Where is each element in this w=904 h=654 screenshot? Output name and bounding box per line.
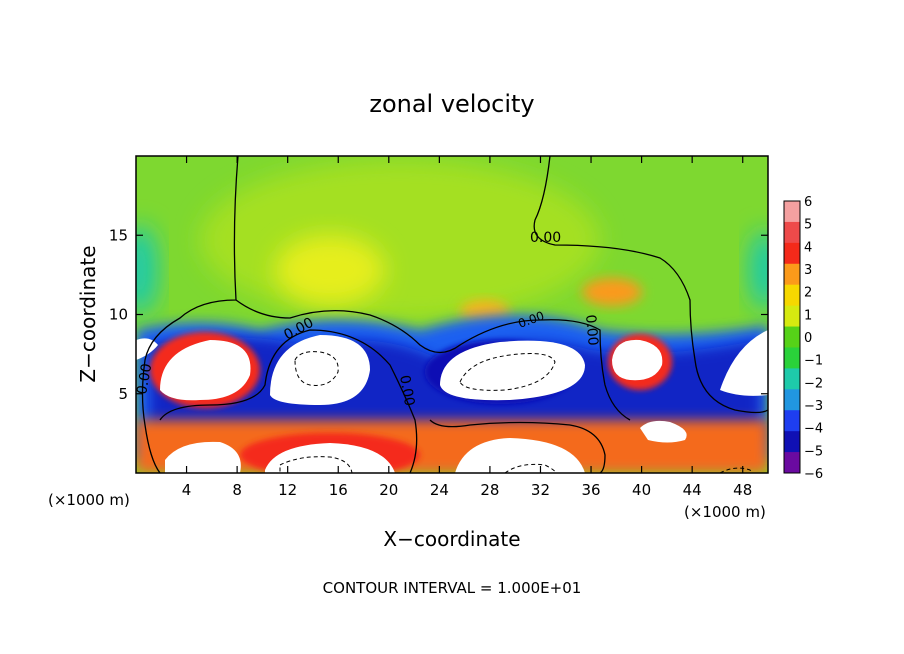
- colorbar-label: 2: [804, 286, 812, 301]
- field-white-core-left-edge: [136, 338, 158, 360]
- field-yellow-core: [275, 235, 385, 305]
- x-tick-label: 36: [581, 481, 600, 499]
- colorbar-swatch: [784, 431, 800, 453]
- contour-left-vertical: [141, 156, 239, 473]
- colorbar-label: 5: [804, 218, 812, 233]
- contour-label: 0.00: [396, 374, 417, 407]
- contour-label: 0.00: [530, 230, 561, 246]
- x-unit-right: (×1000 m): [684, 503, 766, 521]
- colorbar-swatch: [784, 201, 800, 223]
- contour-dashed-left: [294, 351, 339, 386]
- colorbar-swatch: [784, 242, 800, 265]
- field-white-core-left: [160, 340, 251, 401]
- colorbar-swatch: [784, 410, 800, 432]
- x-unit-left: (×1000 m): [48, 491, 130, 509]
- x-tick-label: 4: [182, 481, 192, 499]
- colorbar-label: −2: [804, 376, 823, 391]
- negative-contours: [279, 351, 753, 473]
- colorbar-frame: [783, 200, 801, 474]
- colorbar-swatch: [784, 263, 800, 286]
- y-tick-label: 5: [118, 385, 128, 403]
- contour-interval-note: CONTOUR INTERVAL = 1.000E+01: [323, 579, 582, 597]
- contour-upper-right: [533, 156, 768, 414]
- colorbar-swatch: [784, 347, 800, 369]
- colorbar-swatch: [784, 452, 800, 474]
- colorbar: 6 5 4 3 2 1 0 −1 −2 −3 −4 −5 −6: [783, 195, 823, 482]
- contour-middle: [235, 299, 631, 421]
- colorbar-swatch: [784, 305, 800, 328]
- x-tick-label: 12: [278, 481, 297, 499]
- colorbar-label: −6: [804, 467, 823, 482]
- colorbar-label: 0: [804, 331, 812, 346]
- x-axis-ticks: 4 8 12 16 20 24 28 32 36 40 44 48: [182, 156, 752, 499]
- x-tick-label: 32: [531, 481, 550, 499]
- colorbar-swatch: [784, 368, 800, 390]
- field-cyan-left: [136, 225, 158, 315]
- velocity-field: [136, 156, 768, 473]
- colorbar-swatch: [784, 326, 800, 348]
- colorbar-label: −3: [804, 399, 823, 414]
- y-axis-label: Z−coordinate: [76, 245, 100, 382]
- contour-lower: [429, 419, 606, 473]
- colorbar-swatch: [784, 284, 800, 307]
- zero-contours: [141, 156, 768, 473]
- colorbar-swatch: [784, 389, 800, 411]
- field-white-core-mid-right: [640, 420, 687, 443]
- colorbar-label: 1: [804, 308, 812, 323]
- contour-left-lobe: [159, 329, 418, 473]
- x-axis-label: X−coordinate: [383, 527, 520, 551]
- colorbar-label: −1: [804, 354, 823, 369]
- field-white-core-bottom2: [265, 443, 395, 473]
- y-tick-label: 15: [109, 226, 128, 244]
- contour-label: 0.00: [582, 314, 601, 346]
- x-tick-label: 16: [329, 481, 348, 499]
- colorbar-label: 4: [804, 240, 812, 255]
- field-white-core-left2: [270, 335, 370, 405]
- x-tick-label: 40: [632, 481, 651, 499]
- colorbar-swatch: [784, 221, 800, 244]
- field-white-core-center: [440, 340, 585, 401]
- y-tick-label: 10: [109, 306, 128, 324]
- field-orange-upper-right: [582, 278, 642, 306]
- field-white-core-right: [612, 339, 663, 381]
- x-tick-label: 8: [232, 481, 242, 499]
- field-cyan-right: [749, 230, 768, 310]
- contour-dashed-right: [719, 467, 753, 473]
- x-tick-label: 48: [733, 481, 752, 499]
- contour-dashed-bottom: [279, 456, 353, 473]
- contour-label: 0.00: [134, 362, 155, 395]
- x-tick-label: 44: [683, 481, 702, 499]
- colorbar-label: 6: [804, 195, 812, 210]
- field-white-core-bottom3: [455, 438, 585, 473]
- colorbar-label: −5: [804, 444, 823, 459]
- colorbar-label: −4: [804, 422, 823, 437]
- y-axis-ticks: 5 10 15: [109, 226, 768, 403]
- x-tick-label: 20: [379, 481, 398, 499]
- contour-dashed-center: [459, 353, 556, 391]
- x-tick-label: 24: [430, 481, 449, 499]
- x-tick-label: 28: [480, 481, 499, 499]
- colorbar-label: 3: [804, 263, 812, 278]
- chart-title: zonal velocity: [369, 90, 534, 118]
- field-white-core-farright: [720, 330, 768, 396]
- field-white-core-bottom1: [165, 441, 241, 473]
